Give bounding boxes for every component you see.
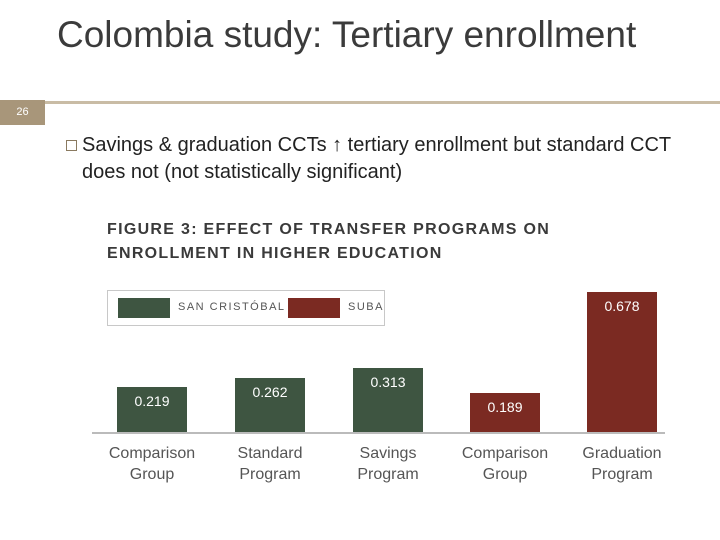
slide-title: Colombia study: Tertiary enrollment: [57, 14, 637, 55]
title-rule: [45, 101, 720, 104]
value-label: 0.189: [487, 399, 523, 416]
bar: [587, 292, 657, 432]
baseline: [92, 432, 665, 434]
bar: [470, 393, 540, 432]
value-label: 0.262: [252, 384, 288, 401]
legend-text: SAN CRISTÓBAL: [178, 301, 286, 313]
legend-swatch: [118, 298, 170, 318]
value-label: 0.313: [370, 373, 406, 390]
value-label: 0.219: [134, 392, 170, 409]
x-tick-label: Standard Program: [237, 445, 303, 483]
bar: [235, 378, 305, 432]
bullet-text: Savings & graduation CCTs ↑ tertiary enr…: [82, 134, 671, 183]
x-tick-label: Comparison Group: [461, 445, 549, 483]
chart-title: FIGURE 3: EFFECT OF TRANSFER PROGRAMS ON…: [107, 221, 551, 262]
legend-text: SUBA: [348, 301, 384, 313]
bullet-icon: [66, 140, 77, 151]
value-label: 0.678: [604, 298, 640, 315]
slide-number: 26: [0, 100, 45, 125]
x-tick-label: Comparison Group: [108, 445, 196, 483]
x-tick-label: Graduation Program: [582, 445, 662, 483]
bar: [353, 367, 423, 432]
bar: [117, 386, 187, 432]
x-tick-label: Savings Program: [357, 445, 419, 483]
legend-swatch: [288, 298, 340, 318]
legend: SAN CRISTÓBAL SUBA: [107, 290, 385, 326]
